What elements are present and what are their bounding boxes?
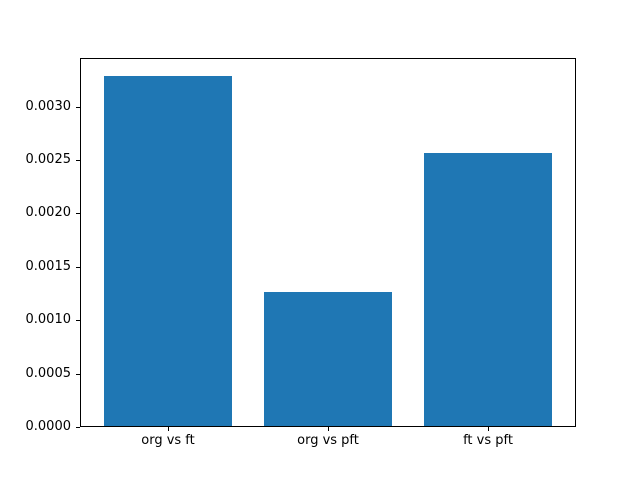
x-tick-mark [488, 427, 489, 431]
bar-org-vs-pft [264, 292, 392, 426]
x-tick-label: org vs pft [297, 433, 359, 448]
y-tick-label: 0.0030 [25, 99, 72, 114]
y-tick-label: 0.0000 [25, 419, 72, 434]
x-tick-mark [168, 427, 169, 431]
y-tick-mark [76, 267, 80, 268]
y-tick-label: 0.0005 [25, 366, 72, 381]
y-tick-mark [76, 374, 80, 375]
y-tick-label: 0.0015 [25, 259, 72, 274]
y-tick-mark [76, 320, 80, 321]
bar-org-vs-ft [104, 76, 232, 426]
y-tick-label: 0.0025 [25, 152, 72, 167]
y-tick-label: 0.0020 [25, 205, 72, 220]
bar-ft-vs-pft [424, 153, 552, 426]
y-tick-mark [76, 213, 80, 214]
x-tick-label: org vs ft [141, 433, 195, 448]
y-tick-label: 0.0010 [25, 312, 72, 327]
y-tick-mark [76, 160, 80, 161]
y-tick-mark [76, 107, 80, 108]
y-tick-mark [76, 427, 80, 428]
x-tick-mark [328, 427, 329, 431]
x-tick-label: ft vs pft [463, 433, 513, 448]
